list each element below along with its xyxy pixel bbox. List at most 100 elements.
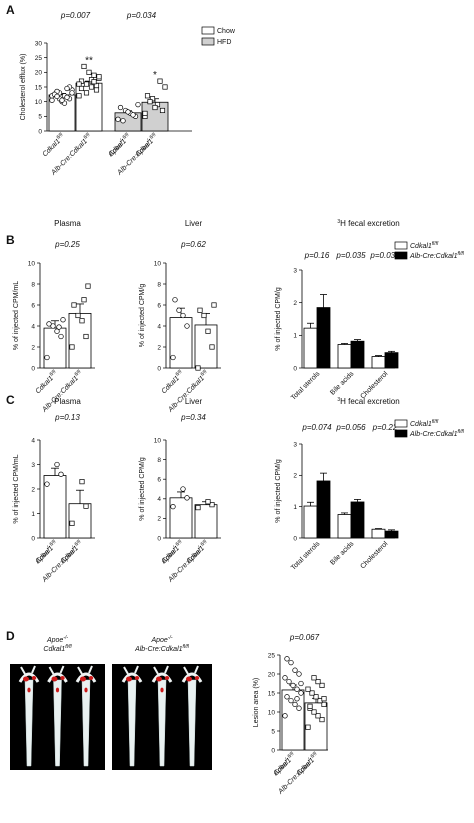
data-point: [315, 679, 321, 685]
p-value: p=0.074: [301, 423, 332, 432]
x-tick-label-part: fl/fl: [175, 368, 184, 377]
p-value: p=0.22: [372, 423, 398, 432]
y-tick-label: 20: [35, 70, 43, 77]
data-point: [79, 318, 85, 324]
y-tick-label: 0: [31, 365, 35, 372]
x-tick-label-part: -/-: [196, 544, 204, 552]
legend-label-part: fl/fl: [432, 419, 439, 425]
panel-b1: 0 2 4 6 8 10 % of injected CPM/mL B Plasma Cdkal1…: [6, 219, 95, 414]
x-tick-label: Bile acids: [329, 540, 355, 566]
data-point: [50, 323, 56, 329]
data-point: [311, 709, 317, 715]
data-point: [56, 324, 62, 330]
image-caption-part: fl/fl: [65, 644, 72, 650]
panel-label: D: [6, 629, 15, 643]
lesion: [55, 687, 60, 693]
p-value: p=0.16: [304, 251, 330, 260]
data-point: [180, 312, 186, 319]
lesion: [126, 676, 132, 682]
data-point: [184, 323, 190, 329]
y-tick-label: 6: [31, 302, 35, 309]
data-point: [311, 675, 317, 681]
data-point: [180, 486, 186, 492]
aorta-vessel: [187, 679, 197, 767]
data-point: [60, 317, 66, 323]
aorta-branch: [183, 666, 189, 675]
p-value: p=0.62: [180, 240, 206, 249]
y-tick-label: 20: [268, 671, 276, 678]
panel-label: B: [6, 233, 15, 247]
y-tick-label: 8: [157, 457, 161, 464]
y-tick-label: 0: [157, 535, 161, 542]
data-point: [290, 682, 296, 689]
y-tick-label: 0: [271, 747, 275, 754]
data-point: [83, 81, 90, 87]
image-caption: Apoe-/-: [150, 635, 172, 644]
data-point: [58, 471, 64, 477]
panel-title: Plasma: [54, 219, 81, 228]
y-tick-label: 2: [293, 300, 297, 307]
data-point: [305, 686, 311, 692]
data-point: [162, 84, 168, 90]
data-point: [209, 344, 215, 350]
x-tick-label-part: fl/fl: [56, 131, 65, 140]
x-tick-label: Total sterols: [290, 370, 322, 402]
data-point: [201, 312, 207, 319]
x-tick-label: Cdkal1fl/fl: [33, 538, 60, 565]
panel-title: 3H fecal excretion: [337, 397, 399, 406]
x-tick-label: Alb-Cre:Cdkal1fl/fl: [39, 368, 85, 414]
data-point: [205, 328, 211, 334]
data-point: [286, 678, 292, 685]
y-tick-label: 25: [268, 652, 276, 659]
data-point: [176, 307, 182, 313]
data-point: [294, 696, 300, 702]
data-point: [307, 703, 313, 709]
p-value: p=0.036: [369, 251, 400, 260]
panel-a: 0 5 10 15 20 25 30 Cholesterol efflux (%) A Cdkal…: [6, 3, 236, 177]
aorta-arch: [47, 672, 68, 683]
legend-swatch: [201, 26, 215, 35]
y-tick-label: 3: [293, 441, 297, 448]
y-tick-label: 0: [157, 365, 161, 372]
y-tick-label: 15: [35, 84, 43, 91]
data-point: [284, 694, 290, 700]
image-caption-part: fl/fl: [183, 644, 190, 650]
x-tick-label-part: -/-: [70, 544, 78, 552]
image-caption: Apoe-/-: [46, 635, 68, 644]
data-point: [159, 107, 166, 114]
data-point: [58, 333, 64, 340]
x-tick-label: Cholesterol: [359, 540, 389, 570]
x-tick-label: Alb-Cre:Cdkal1fl/fl: [48, 131, 94, 177]
y-tick-label: 0: [293, 365, 297, 372]
data-point: [83, 333, 89, 340]
y-tick-label: 8: [31, 281, 35, 288]
data-point: [75, 312, 81, 319]
data-point: [59, 97, 65, 103]
data-point: [86, 69, 92, 75]
x-tick-label: Alb-Cre:Cdkal1fl/fl: [275, 750, 321, 796]
p-value: p=0.25: [54, 240, 80, 249]
bar: [350, 340, 365, 369]
data-point: [88, 84, 95, 90]
lesion: [88, 676, 94, 680]
data-point: [125, 109, 131, 115]
image-caption-part: Apoe: [150, 637, 167, 644]
x-tick-label: Cdkal1fl/fl: [159, 538, 186, 565]
data-point: [78, 85, 85, 92]
data-point: [130, 112, 136, 118]
significance-star: *: [153, 70, 157, 81]
data-point: [172, 297, 178, 303]
bar: [371, 356, 386, 369]
lesion: [156, 676, 162, 682]
aorta-vessel: [53, 679, 62, 767]
panel-title-part: H fecal excretion: [340, 219, 400, 228]
x-tick-label-part: -/-: [118, 137, 126, 145]
x-tick-label: Cdkal1fl/fl: [40, 131, 67, 158]
image-caption-part: Cdkal1: [43, 646, 65, 653]
data-point: [44, 354, 50, 361]
data-point: [144, 93, 151, 99]
y-tick-label: 5: [38, 114, 42, 121]
p-value: p=0.056: [335, 423, 366, 432]
